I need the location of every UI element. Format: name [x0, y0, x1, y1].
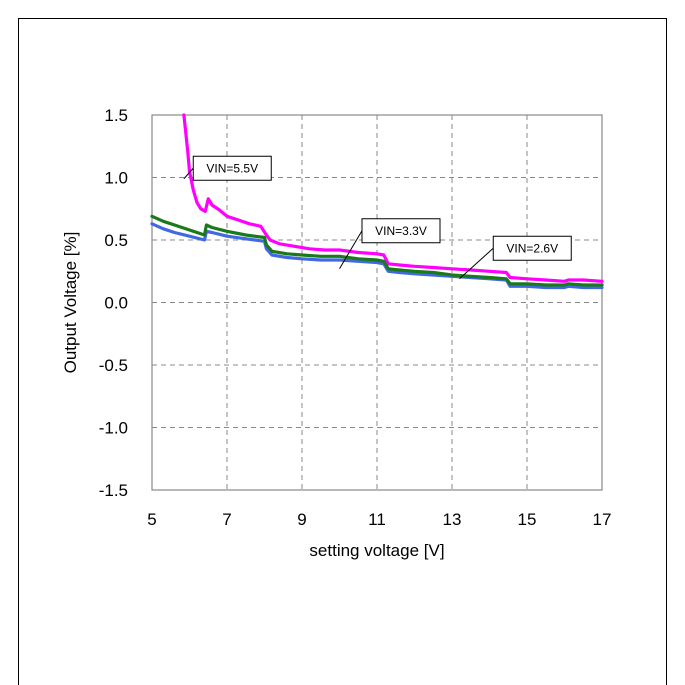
series-group — [150, 113, 604, 290]
y-tick-label: 0.0 — [104, 294, 128, 313]
callout-label: VIN=5.5V — [206, 161, 258, 175]
callout-label: VIN=2.6V — [506, 241, 558, 255]
callout-leader — [183, 167, 194, 180]
series-line-2 — [150, 222, 604, 290]
x-tick-label: 11 — [368, 510, 386, 529]
x-tick-label: 5 — [147, 510, 156, 529]
x-tick-label: 7 — [222, 510, 231, 529]
y-tick-label: -1.0 — [99, 419, 128, 438]
plot-border — [151, 114, 603, 491]
x-tick-label: 13 — [443, 510, 462, 529]
y-axis-label: Output Voltage [%] — [61, 232, 80, 374]
y-tick-label: 1.0 — [104, 169, 128, 188]
y-tick-label: 0.5 — [104, 231, 128, 250]
y-tick-label: -1.5 — [99, 481, 128, 500]
x-tick-label: 17 — [593, 510, 612, 529]
x-axis-label: setting voltage [V] — [309, 541, 444, 560]
callout-leader — [339, 230, 363, 270]
callout-box — [492, 235, 572, 261]
y-tick-label: -0.5 — [99, 356, 128, 375]
callout-box — [192, 155, 272, 181]
figure-frame — [18, 18, 667, 685]
x-tick-labels: 5 7 9 11 13 15 17 — [147, 510, 611, 529]
x-tick-label: 15 — [518, 510, 537, 529]
annotations-group: VIN=5.5V VIN=3.3V VIN=2.6V — [183, 155, 572, 280]
callout-box — [361, 218, 441, 244]
callout-label: VIN=3.3V — [375, 224, 427, 238]
x-tick-label: 9 — [297, 510, 306, 529]
series-line-1 — [150, 214, 604, 287]
y-tick-label: 1.5 — [104, 106, 128, 125]
y-tick-labels: -1.5 -1.0 -0.5 0.0 0.5 1.0 1.5 — [99, 106, 128, 500]
callout-leader — [459, 247, 494, 280]
series-line-0 — [182, 113, 604, 283]
